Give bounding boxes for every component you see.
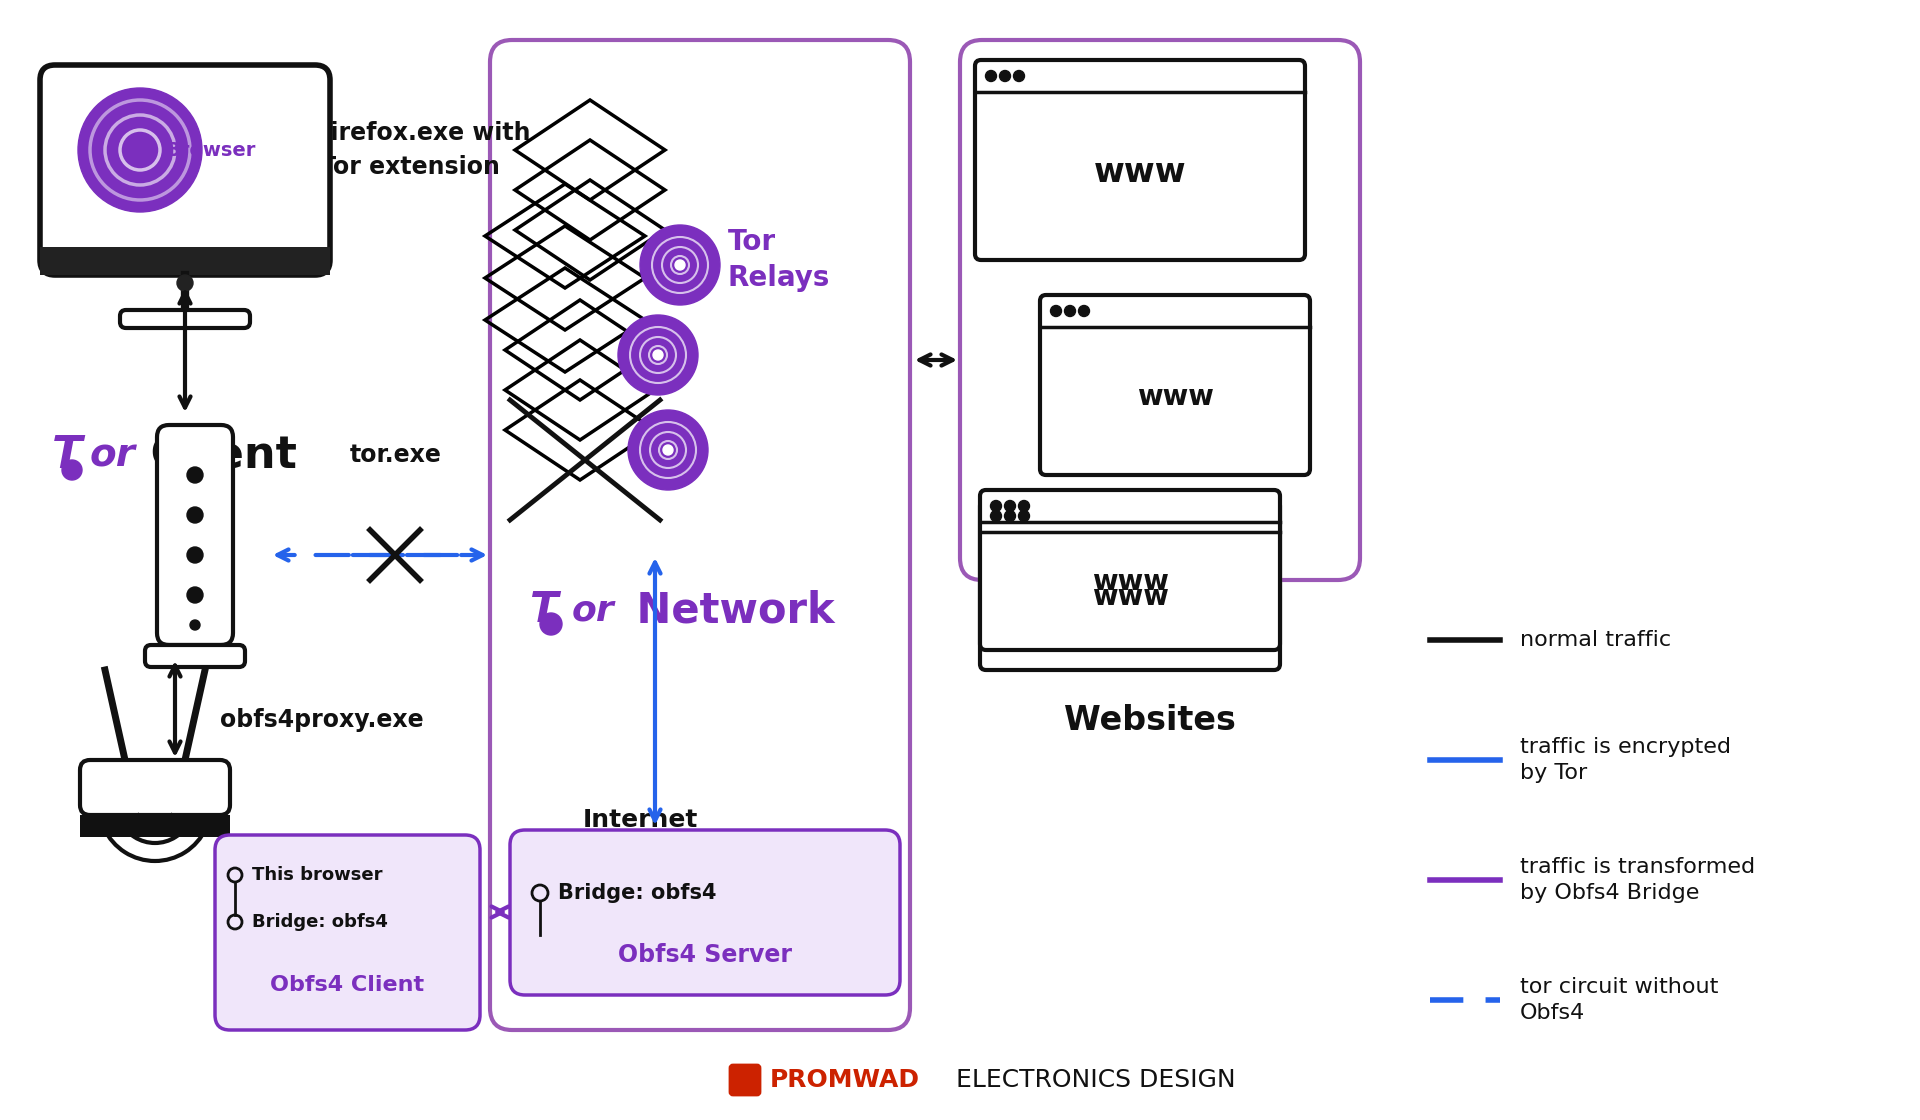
Circle shape	[186, 547, 204, 563]
FancyBboxPatch shape	[511, 830, 900, 995]
Circle shape	[1018, 501, 1029, 512]
Circle shape	[676, 260, 685, 270]
FancyBboxPatch shape	[730, 1065, 760, 1095]
FancyBboxPatch shape	[119, 310, 250, 328]
Text: Network: Network	[622, 589, 835, 631]
Text: firefox.exe with
Tor extension: firefox.exe with Tor extension	[321, 121, 530, 179]
Circle shape	[628, 410, 708, 491]
FancyBboxPatch shape	[1041, 295, 1309, 475]
Circle shape	[991, 501, 1002, 512]
FancyBboxPatch shape	[40, 65, 330, 276]
FancyBboxPatch shape	[215, 836, 480, 1030]
FancyBboxPatch shape	[975, 60, 1306, 260]
Circle shape	[1050, 306, 1062, 317]
Circle shape	[177, 276, 194, 291]
FancyBboxPatch shape	[146, 645, 246, 668]
Text: Bridge: obfs4: Bridge: obfs4	[559, 883, 716, 903]
Circle shape	[662, 445, 674, 455]
FancyBboxPatch shape	[979, 500, 1281, 670]
Circle shape	[653, 351, 662, 360]
Circle shape	[1000, 71, 1010, 82]
Text: Tor
Relays: Tor Relays	[728, 227, 829, 292]
Text: Internet: Internet	[582, 808, 697, 832]
Circle shape	[639, 225, 720, 305]
Text: Websites: Websites	[1064, 703, 1236, 737]
Circle shape	[1018, 511, 1029, 522]
Text: tor.exe: tor.exe	[349, 444, 442, 467]
Circle shape	[540, 613, 563, 635]
Circle shape	[1014, 71, 1025, 82]
Text: or: or	[90, 436, 136, 474]
Circle shape	[991, 511, 1002, 522]
Text: T: T	[52, 433, 83, 476]
Text: www: www	[1092, 568, 1169, 596]
Text: www: www	[1092, 584, 1169, 612]
Text: traffic is transformed
by Obfs4 Bridge: traffic is transformed by Obfs4 Bridge	[1521, 857, 1755, 903]
Text: Client: Client	[134, 433, 298, 476]
Text: Obfs4 Server: Obfs4 Server	[618, 943, 791, 967]
FancyBboxPatch shape	[81, 815, 230, 837]
Circle shape	[1004, 501, 1016, 512]
Circle shape	[186, 467, 204, 483]
Circle shape	[61, 460, 83, 480]
Circle shape	[190, 620, 200, 631]
Text: Bridge: obfs4: Bridge: obfs4	[252, 913, 388, 931]
Text: T: T	[530, 589, 559, 631]
Text: tor circuit without
Obfs4: tor circuit without Obfs4	[1521, 977, 1718, 1024]
Text: Browser: Browser	[165, 140, 255, 159]
Circle shape	[186, 587, 204, 603]
Circle shape	[186, 507, 204, 523]
FancyBboxPatch shape	[157, 424, 232, 645]
Text: obfs4proxy.exe: obfs4proxy.exe	[221, 708, 424, 732]
FancyBboxPatch shape	[979, 491, 1281, 650]
Text: traffic is encrypted
by Tor: traffic is encrypted by Tor	[1521, 737, 1732, 783]
FancyBboxPatch shape	[979, 500, 1281, 670]
FancyBboxPatch shape	[40, 248, 330, 276]
FancyBboxPatch shape	[81, 760, 230, 815]
Text: normal traffic: normal traffic	[1521, 631, 1670, 650]
Text: ELECTRONICS DESIGN: ELECTRONICS DESIGN	[941, 1068, 1236, 1092]
Circle shape	[1079, 306, 1089, 317]
Text: www: www	[1094, 156, 1187, 188]
Text: This browser: This browser	[252, 866, 382, 884]
Text: www: www	[1137, 383, 1213, 411]
Text: or: or	[572, 592, 614, 627]
Text: PROMWAD: PROMWAD	[770, 1068, 920, 1092]
Circle shape	[1064, 306, 1075, 317]
Text: Obfs4 Client: Obfs4 Client	[271, 976, 424, 995]
Circle shape	[79, 88, 202, 212]
Circle shape	[1004, 511, 1016, 522]
Circle shape	[985, 71, 996, 82]
Circle shape	[618, 315, 699, 395]
